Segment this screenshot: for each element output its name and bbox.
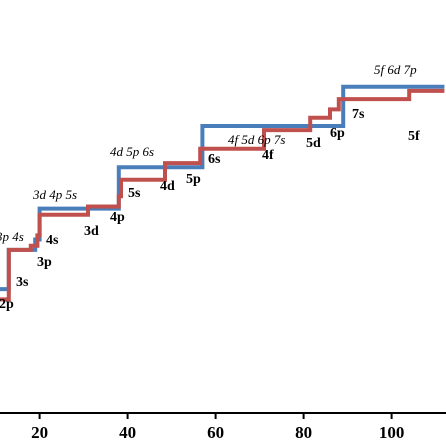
orbital-label: 6s <box>208 152 221 167</box>
orbital-label: 6p <box>330 126 345 141</box>
orbital-label: 5s <box>128 186 141 201</box>
orbital-label: 5d <box>306 136 321 151</box>
group-label: 3p 4s <box>0 229 24 244</box>
orbital-label: 4s <box>46 233 59 248</box>
orbital-label: 3p <box>37 255 52 270</box>
orbital-label: 5p <box>186 172 201 187</box>
orbital-label: 3s <box>16 275 29 290</box>
orbital-label: 7s <box>352 107 365 122</box>
x-tick-label: 20 <box>31 423 48 442</box>
orbital-label: 4f <box>262 148 274 163</box>
x-tick-label: 80 <box>295 423 312 442</box>
x-tick-label: 60 <box>207 423 224 442</box>
series-line <box>0 88 445 302</box>
orbital-label: 3d <box>84 224 99 239</box>
group-label: 4d 5p 6s <box>110 144 154 159</box>
group-label: 3d 4p 5s <box>32 187 77 202</box>
orbital-label: 4p <box>110 210 125 225</box>
orbital-label: 5f <box>408 129 420 144</box>
orbital-label: 4d <box>160 179 175 194</box>
orbital-label: 2p <box>0 297 14 312</box>
group-label: 5f 6d 7p <box>374 62 417 77</box>
x-tick-label: 40 <box>119 423 136 442</box>
x-tick-label: 100 <box>379 423 405 442</box>
group-label: 4f 5d 6p 7s <box>228 132 285 147</box>
